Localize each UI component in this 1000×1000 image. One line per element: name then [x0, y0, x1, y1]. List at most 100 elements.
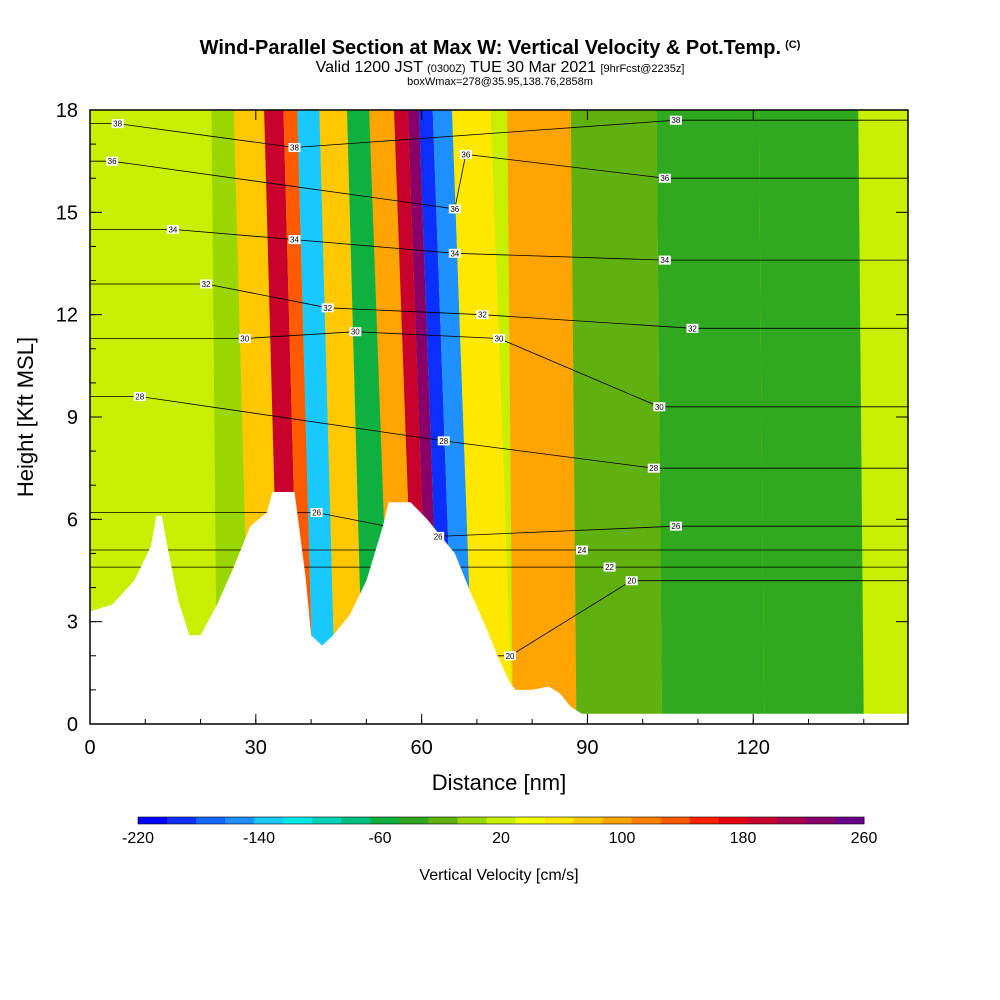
y-tick-label: 3	[67, 612, 78, 634]
isentrope-label-bg	[658, 255, 671, 265]
colorbar-swatch	[544, 817, 575, 824]
isentrope-label-bg	[437, 436, 450, 446]
colorbar-swatch	[399, 817, 429, 824]
colorbar-swatch	[428, 817, 458, 824]
isentrope-label-bg	[321, 303, 334, 313]
isentrope-label-bg	[432, 531, 445, 541]
colorbar-swatch	[515, 817, 546, 824]
isentrope-line	[90, 283, 908, 329]
velocity-band	[297, 110, 336, 724]
colorbar-swatch	[312, 817, 342, 824]
isentrope-label: 30	[351, 328, 360, 337]
colorbar-tick-label: 20	[492, 830, 510, 847]
x-axis-title: Distance [nm]	[432, 770, 567, 795]
colorbar-frame	[137, 816, 865, 825]
isentrope-label: 34	[660, 256, 669, 265]
isentrope-label: 34	[290, 236, 299, 245]
colorbar-tick-label: 260	[851, 830, 878, 847]
isentrope-label: 30	[495, 335, 504, 344]
isentrope-label: 28	[649, 464, 658, 473]
x-tick-label: 90	[576, 737, 598, 759]
isentrope-label: 36	[660, 174, 669, 183]
isentrope-label: 20	[627, 577, 636, 586]
colorbar-tick-label: -60	[368, 830, 391, 847]
colorbar-swatch	[776, 817, 807, 824]
isentrope-label-bg	[669, 115, 682, 125]
copyright-mark: (C)	[785, 39, 801, 51]
isentrope-label: 26	[434, 532, 443, 541]
colorbar-tick-label: -220	[122, 830, 154, 847]
colorbar-swatch	[805, 817, 836, 824]
chart-title: Wind-Parallel Section at Max W: Vertical…	[0, 37, 1000, 60]
isentrope-label-bg	[459, 149, 472, 159]
x-tick-label: 30	[245, 737, 267, 759]
isentrope-label: 34	[450, 249, 459, 258]
x-tick-label: 120	[737, 737, 770, 759]
chart-title-text: Wind-Parallel Section at Max W: Vertical…	[199, 37, 782, 59]
valid-time: Valid 1200 JST	[315, 59, 423, 76]
colorbar-swatch	[370, 817, 400, 824]
isentrope-label-bg	[504, 651, 517, 661]
colorbar-swatch	[689, 817, 720, 824]
y-tick-label: 12	[56, 305, 78, 327]
valid-time-utc: (0300Z)	[427, 63, 466, 75]
x-tick-label: 60	[410, 737, 432, 759]
colorbar-swatch	[747, 817, 778, 824]
y-axis-title: Height [Kft MSL]	[13, 337, 38, 497]
isentrope-label: 26	[312, 509, 321, 518]
isentrope-label-bg	[493, 334, 505, 344]
isentrope-label-bg	[575, 545, 588, 555]
isentrope-label-bg	[448, 204, 461, 214]
colorbar-swatch	[225, 817, 255, 824]
colorbar-swatch	[254, 817, 284, 824]
isentrope-label: 38	[113, 120, 122, 129]
chart-subtitle: Valid 1200 JST (0300Z) TUE 30 Mar 2021 […	[0, 59, 1000, 77]
isentrope-label-bg	[310, 508, 323, 518]
y-tick-label: 9	[67, 407, 78, 429]
isentrope-label-bg	[658, 173, 671, 183]
colorbar-tick-label: -140	[243, 830, 275, 847]
isentrope-label-bg	[288, 235, 301, 245]
colorbar: -220 -140 -60 20 100 180 260	[122, 816, 878, 847]
isentrope-label-bg	[288, 143, 301, 153]
colorbar-swatch	[631, 817, 662, 824]
isentrope-label: 22	[605, 563, 614, 572]
terrain-fill	[90, 492, 908, 724]
colorbar-swatch	[457, 817, 487, 824]
colorbar-swatch	[602, 817, 633, 824]
colorbar-swatch	[196, 817, 226, 824]
isentrope-label-bg	[166, 224, 179, 234]
colorbar-title: Vertical Velocity [cm/s]	[419, 867, 578, 884]
isentrope-label-bg	[133, 392, 146, 402]
isentrope-label: 36	[450, 205, 459, 214]
velocity-band	[570, 110, 663, 724]
isentrope-label: 30	[655, 403, 664, 412]
isentrope-label-bg	[653, 402, 666, 412]
isentrope-label: 24	[577, 546, 586, 555]
velocity-band	[452, 110, 513, 724]
isentrope-label: 32	[323, 304, 332, 313]
isentrope-label-bg	[625, 576, 638, 586]
isentrope-label-bg	[686, 323, 699, 333]
isentrope-label-bg	[669, 521, 682, 531]
isentrope-label: 26	[671, 522, 680, 531]
isentrope-label: 28	[135, 393, 144, 402]
isentrope-label: 32	[688, 324, 697, 333]
isentrope-label-bg	[349, 327, 362, 337]
colorbar-swatch	[283, 817, 313, 824]
isentrope-line	[90, 229, 908, 261]
velocity-band	[432, 110, 475, 724]
y-tick-label: 15	[56, 202, 78, 224]
isentrope-label: 36	[461, 150, 470, 159]
isentrope-label-bg	[603, 562, 616, 572]
isentrope-label-bg	[448, 248, 461, 258]
isentrope-line	[90, 331, 908, 408]
y-tick-label: 18	[56, 100, 78, 122]
colorbar-swatch	[486, 817, 517, 824]
velocity-band	[758, 110, 864, 724]
chart-subtitle-2: boxWmax=278@35.95,138.76,2858m	[407, 76, 593, 88]
isentrope-label: 28	[439, 437, 448, 446]
y-tick-label: 0	[67, 714, 78, 736]
isentrope-label-bg	[238, 334, 251, 344]
